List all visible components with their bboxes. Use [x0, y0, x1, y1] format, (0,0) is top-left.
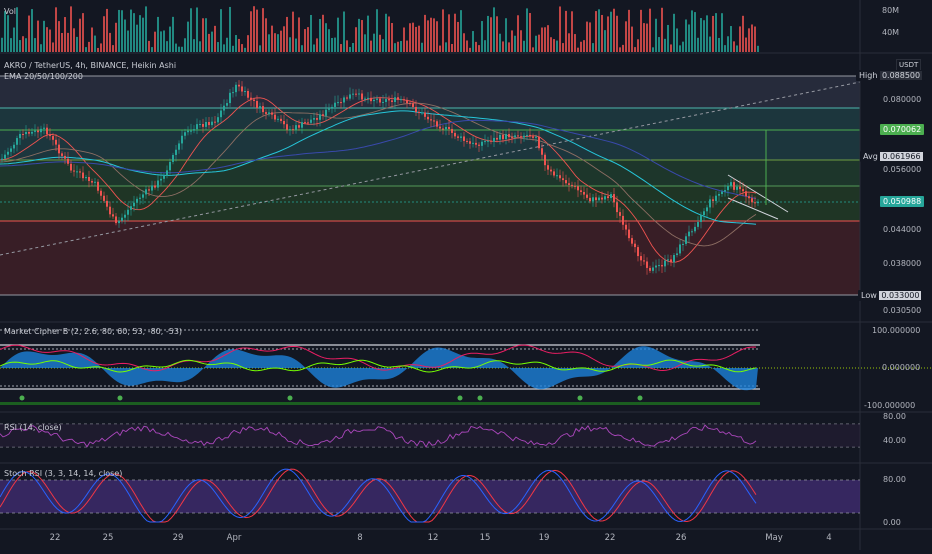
time-label-1: 25: [102, 533, 114, 543]
price-tick-056: 0.056000: [883, 165, 922, 174]
zone-upper-teal: [0, 108, 860, 160]
volume-tick-40m: 40M: [882, 28, 900, 37]
zone-red: [0, 221, 860, 295]
price-tick-044: 0.044000: [883, 225, 922, 234]
price-tick-080: 0.080000: [883, 95, 922, 104]
time-label-7: 19: [538, 533, 550, 543]
time-label-10: May: [765, 533, 783, 543]
high-tag: High 0.088500: [856, 70, 926, 81]
ema-legend[interactable]: EMA 20/50/100/200: [4, 72, 83, 81]
symbol-legend[interactable]: AKRO / TetherUS, 4h, BINANCE, Heikin Ash…: [4, 61, 177, 70]
stoch-k-line: [0, 468, 757, 523]
ema-lines: [0, 97, 757, 263]
stoch-tick-0: 0.00: [883, 518, 901, 527]
trendline: [0, 81, 861, 256]
time-label-3: Apr: [226, 533, 242, 543]
stoch-tick-80: 80.00: [883, 475, 906, 484]
volume-bars: [1, 6, 759, 53]
current-price-tag: 0.050988: [880, 196, 925, 207]
low-tag-value: 0.033000: [879, 291, 922, 300]
rsi-legend[interactable]: RSI (14, close): [4, 423, 62, 432]
zone-top: [0, 76, 860, 108]
high-tag-label: High: [859, 71, 878, 80]
rsi-tick-80: 80.00: [883, 412, 906, 421]
time-label-8: 22: [604, 533, 616, 543]
rsi-tick-40: 40.00: [883, 436, 906, 445]
wedge-upper: [727, 174, 789, 213]
cipher-tick-100: 100.000000: [872, 326, 921, 335]
price-tick-0305: 0.030500: [883, 306, 922, 315]
green-level-tag: 0.070062: [880, 124, 925, 135]
time-label-11: 4: [826, 533, 832, 543]
volume-label: Vol: [4, 7, 16, 16]
stoch-rsi-legend[interactable]: Stoch RSI (3, 3, 14, 14, close): [4, 469, 123, 478]
market-cipher-legend[interactable]: Market Cipher B (2, 2.6, 80, 60, 53, -80…: [4, 327, 183, 336]
rsi-line: [0, 424, 757, 448]
zone-lower-green: [0, 186, 860, 221]
low-tag: Low 0.033000: [858, 290, 925, 301]
low-tag-label: Low: [861, 291, 877, 300]
stoch-d-line: [0, 468, 757, 523]
time-label-0: 22: [49, 533, 61, 543]
time-label-5: 12: [427, 533, 439, 543]
wedge-lower: [727, 197, 779, 220]
cipher-tick-neg100: -100.000000: [864, 401, 916, 410]
avg-tag-label: Avg: [863, 152, 878, 161]
time-label-4: 8: [357, 533, 363, 543]
time-label-6: 15: [479, 533, 491, 543]
candles: [1, 80, 759, 275]
cipher-tick-0: 0.000000: [882, 363, 921, 372]
avg-tag-value: 0.061966: [880, 152, 923, 161]
volume-tick-80m: 80M: [882, 6, 900, 15]
high-tag-value: 0.088500: [879, 71, 923, 80]
price-tick-038: 0.038000: [883, 259, 922, 268]
time-label-9: 26: [675, 533, 687, 543]
market-cipher-waves: [0, 344, 758, 401]
avg-tag: Avg 0.061966: [860, 151, 926, 162]
time-label-2: 29: [172, 533, 184, 543]
